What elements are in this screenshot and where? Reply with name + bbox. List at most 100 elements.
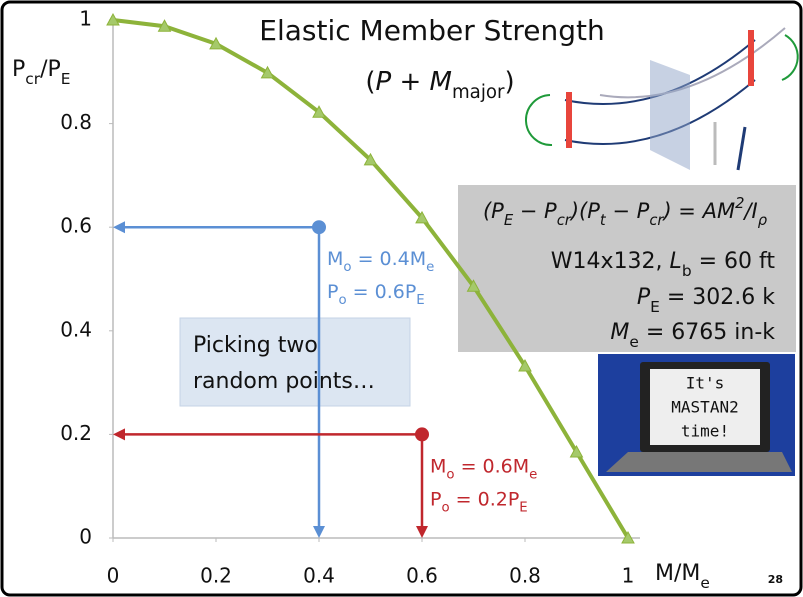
info-line: PE = 302.6 k — [637, 285, 775, 316]
arrow-head — [113, 221, 125, 234]
point-label-part: P — [327, 281, 338, 303]
x-tick-label: 0.4 — [303, 564, 335, 588]
info-line-part: = 6765 in-k — [639, 320, 775, 345]
point-marker — [363, 152, 378, 166]
chart-subtitle-part: ) — [504, 67, 514, 97]
point-marker — [106, 12, 120, 26]
laptop-base — [606, 452, 792, 472]
chart-subtitle: (P + Mmajor) — [365, 67, 514, 103]
moment-arrow — [525, 94, 553, 147]
y-axis-label-part: cr — [25, 70, 40, 88]
info-line-part: I — [752, 199, 758, 223]
cross-section — [650, 60, 690, 170]
info-line-part: ρ — [758, 212, 768, 229]
info-line-part: = 60 ft — [692, 249, 776, 274]
info-line: Me = 6765 in-k — [610, 320, 775, 351]
callout-text: random points… — [193, 369, 375, 394]
info-line-part: e — [629, 333, 638, 351]
point-label-part: = 0.6P — [347, 281, 417, 303]
support — [566, 92, 572, 148]
point-label: Po = 0.2PE — [430, 488, 528, 515]
y-axis-label-part: /P — [40, 57, 61, 82]
point-label-part: M — [327, 248, 343, 270]
x-tick-label: 0.2 — [200, 564, 232, 588]
info-line-part: cr — [557, 212, 572, 229]
point-label-part: o — [343, 260, 351, 275]
point-label-part: = 0.2P — [450, 488, 520, 510]
point-label-part: e — [426, 260, 434, 275]
x-axis-label: M/Me — [655, 561, 710, 592]
chart-subtitle-part: major — [452, 82, 505, 103]
info-line-part: W14x132, — [551, 249, 670, 274]
point-marker — [260, 65, 275, 79]
support — [748, 30, 754, 86]
arrow-head — [113, 428, 125, 441]
point-label-part: o — [338, 293, 346, 308]
info-line-part: E — [504, 212, 514, 229]
y-tick-label: 1 — [79, 7, 92, 31]
x-tick-label: 0 — [107, 564, 120, 588]
info-line-part: )(P — [569, 199, 600, 223]
info-box — [458, 185, 796, 352]
point-marker — [569, 444, 584, 458]
info-line-part: ) = AM — [661, 199, 735, 223]
callout-text: Picking two — [193, 333, 318, 358]
chart-subtitle-part: P — [376, 67, 392, 97]
beam-diagram — [525, 27, 799, 171]
info-line-part: / — [742, 199, 753, 223]
point-label: Mo = 0.4Me — [327, 248, 434, 275]
y-tick-label: 0.2 — [60, 421, 92, 445]
info-line-part: (P — [483, 199, 504, 223]
chart-subtitle-part: ( — [365, 67, 375, 97]
laptop-text: time! — [681, 422, 729, 441]
x-tick-label: 1 — [622, 564, 635, 588]
laptop-screen — [650, 369, 760, 445]
arrow-head — [313, 526, 325, 538]
info-line-part: 2 — [735, 195, 744, 212]
x-axis-label-part: M/M — [655, 561, 700, 586]
point-label-part: M — [430, 455, 446, 477]
x-tick-label: 0.6 — [406, 564, 438, 588]
beam-edge — [599, 27, 786, 99]
point-label-part: E — [416, 293, 424, 308]
info-line-part: = 302.6 k — [660, 285, 775, 310]
dimension — [736, 126, 747, 171]
info-line-part: t — [600, 212, 607, 229]
point-marker — [466, 279, 481, 292]
point-label-part: = 0.4M — [352, 248, 427, 270]
point-label-part: P — [430, 488, 441, 510]
arrow-head — [416, 526, 428, 538]
laptop-text: MASTAN2 — [671, 398, 738, 417]
point-marker — [157, 19, 172, 32]
point-marker — [518, 358, 532, 372]
chart-title: Elastic Member Strength — [259, 14, 604, 47]
point-marker — [312, 105, 326, 118]
y-tick-label: 0.8 — [60, 110, 92, 134]
info-line-part: E — [650, 298, 660, 316]
point-label-part: o — [441, 500, 449, 515]
chart-subtitle-part: M — [430, 67, 452, 97]
x-tick-label: 0.8 — [509, 564, 541, 588]
chart-subtitle-part: + — [391, 67, 429, 97]
info-line: W14x132, Lb = 60 ft — [551, 249, 776, 280]
moment-arrow — [781, 34, 799, 81]
slide-number: 28 — [768, 573, 783, 586]
info-line-part: L — [670, 249, 682, 274]
point-label-part: E — [519, 500, 527, 515]
point-label-part: = 0.6M — [455, 455, 530, 477]
info-line: (PE − Pcr)(Pt − Pcr) = AM2/Iρ — [483, 195, 768, 229]
y-tick-label: 0.6 — [60, 214, 92, 238]
point-marker — [621, 530, 635, 544]
selected-point — [415, 427, 429, 442]
laptop-image — [598, 354, 795, 476]
info-line-part: − P — [606, 199, 650, 223]
info-line-part: b — [682, 262, 692, 280]
laptop-text: It's — [686, 374, 725, 393]
y-axis-label: Pcr/PE — [12, 57, 71, 88]
y-axis-label-part: E — [61, 70, 71, 88]
info-line-part: P — [637, 285, 651, 310]
y-axis-label-part: P — [12, 57, 25, 82]
x-axis-label-part: e — [700, 574, 709, 592]
